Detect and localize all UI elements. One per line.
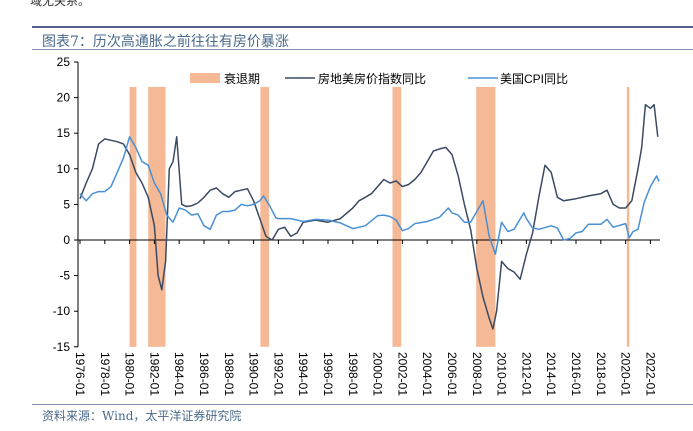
house-price-line [79, 103, 659, 330]
y-tick-label: 20 [57, 91, 71, 105]
x-tick-label: 2018-01 [594, 352, 608, 396]
x-tick-label: 1990-01 [247, 352, 261, 396]
clipped-body-text: 域无关系。 [30, 0, 91, 8]
x-tick-label: 1988-01 [222, 352, 236, 396]
x-tick-label: 2006-01 [445, 352, 459, 396]
x-tick-label: 1984-01 [172, 352, 186, 396]
y-tick-label: 15 [57, 126, 71, 140]
x-tick-label: 2020-01 [619, 352, 633, 396]
legend-swatch-recession [190, 73, 220, 83]
source-note: 资料来源：Wind，太平洋证券研究院 [42, 409, 242, 423]
x-tick-label: 1992-01 [271, 352, 285, 396]
recession-band [129, 86, 137, 347]
x-tick-label: 2016-01 [569, 352, 583, 396]
x-tick-label: 1998-01 [346, 352, 360, 396]
x-tick-label: 1980-01 [123, 352, 137, 396]
legend-label-recession: 衰退期 [224, 71, 260, 86]
x-tick-label: 1982-01 [147, 352, 161, 396]
x-tick-label: 1976-01 [73, 352, 87, 396]
x-tick-label: 2014-01 [544, 352, 558, 396]
legend: 衰退期 房地美房价指数同比 美国CPI同比 [190, 71, 568, 86]
x-tick-label: 2012-01 [519, 352, 533, 396]
recession-band [148, 86, 166, 347]
legend-label-house: 房地美房价指数同比 [318, 71, 426, 86]
x-tick-label: 2004-01 [420, 352, 434, 396]
x-tick-label: 2010-01 [495, 352, 509, 396]
x-tick-label: 1986-01 [197, 352, 211, 396]
title-rule [32, 26, 693, 28]
cpi-line [79, 136, 660, 255]
y-tick-label: 0 [63, 233, 70, 247]
x-tick-label: 2022-01 [643, 352, 657, 396]
legend-label-cpi: 美国CPI同比 [500, 72, 568, 86]
x-tick-label: 2008-01 [470, 352, 484, 396]
recession-band [392, 86, 402, 347]
y-tick-label: -15 [53, 340, 71, 354]
title-underline [32, 49, 693, 50]
x-tick-label: 1978-01 [98, 352, 112, 396]
recession-band [626, 86, 630, 347]
recession-band [260, 86, 270, 347]
y-tick-label: 25 [57, 55, 71, 69]
footer-rule [32, 404, 693, 405]
y-tick-label: 10 [57, 162, 71, 176]
y-tick-label: 5 [63, 197, 70, 211]
chart-title: 图表7：历次高通胀之前往往有房价暴涨 [42, 34, 289, 50]
x-tick-label: 1994-01 [296, 352, 310, 396]
x-tick-label: 2002-01 [395, 352, 409, 396]
y-tick-label: -5 [59, 269, 70, 283]
x-tick-label: 1996-01 [321, 352, 335, 396]
y-tick-label: -10 [53, 304, 71, 318]
x-tick-label: 2000-01 [371, 352, 385, 396]
